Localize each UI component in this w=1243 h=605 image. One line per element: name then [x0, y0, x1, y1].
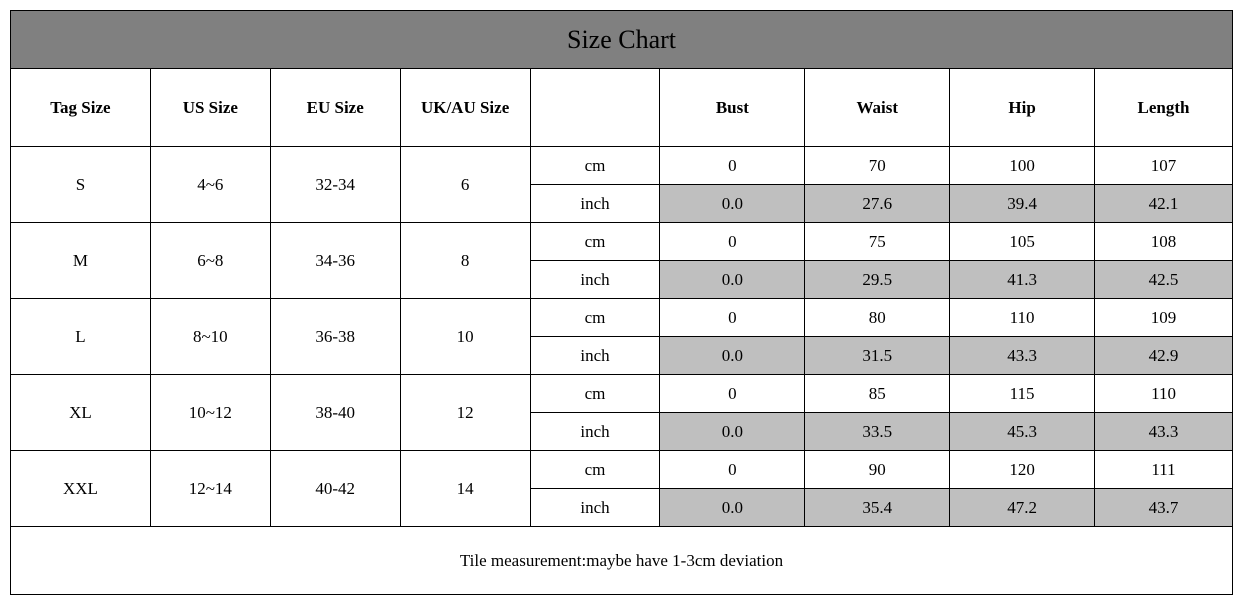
cell-waist: 27.6 — [805, 185, 950, 223]
cell-hip: 45.3 — [950, 413, 1095, 451]
table-row: L 8~10 36-38 10 cm 0 80 110 109 — [11, 299, 1233, 337]
header-length: Length — [1095, 69, 1233, 147]
header-uk: UK/AU Size — [400, 69, 530, 147]
cell-hip: 47.2 — [950, 489, 1095, 527]
cell-unit-inch: inch — [530, 413, 660, 451]
table-row: S 4~6 32-34 6 cm 0 70 100 107 — [11, 147, 1233, 185]
cell-length: 42.5 — [1095, 261, 1233, 299]
header-eu: EU Size — [270, 69, 400, 147]
cell-unit-cm: cm — [530, 223, 660, 261]
cell-waist: 70 — [805, 147, 950, 185]
cell-length: 107 — [1095, 147, 1233, 185]
cell-unit-cm: cm — [530, 147, 660, 185]
title-row: Size Chart — [11, 11, 1233, 69]
cell-hip: 105 — [950, 223, 1095, 261]
cell-bust: 0 — [660, 223, 805, 261]
cell-bust: 0 — [660, 375, 805, 413]
cell-hip: 115 — [950, 375, 1095, 413]
cell-length: 111 — [1095, 451, 1233, 489]
cell-unit-cm: cm — [530, 375, 660, 413]
header-bust: Bust — [660, 69, 805, 147]
cell-uk: 6 — [400, 147, 530, 223]
cell-waist: 85 — [805, 375, 950, 413]
table-row: M 6~8 34-36 8 cm 0 75 105 108 — [11, 223, 1233, 261]
cell-eu: 38-40 — [270, 375, 400, 451]
cell-tag: S — [11, 147, 151, 223]
cell-bust: 0 — [660, 451, 805, 489]
cell-bust: 0.0 — [660, 261, 805, 299]
cell-unit-inch: inch — [530, 185, 660, 223]
cell-us: 12~14 — [150, 451, 270, 527]
cell-uk: 14 — [400, 451, 530, 527]
cell-waist: 29.5 — [805, 261, 950, 299]
header-tag: Tag Size — [11, 69, 151, 147]
cell-unit-cm: cm — [530, 299, 660, 337]
header-row: Tag Size US Size EU Size UK/AU Size Bust… — [11, 69, 1233, 147]
cell-us: 6~8 — [150, 223, 270, 299]
cell-eu: 34-36 — [270, 223, 400, 299]
header-waist: Waist — [805, 69, 950, 147]
cell-bust: 0.0 — [660, 413, 805, 451]
footer-row: Tile measurement:maybe have 1-3cm deviat… — [11, 527, 1233, 595]
cell-length: 110 — [1095, 375, 1233, 413]
cell-hip: 120 — [950, 451, 1095, 489]
cell-length: 109 — [1095, 299, 1233, 337]
cell-waist: 35.4 — [805, 489, 950, 527]
cell-uk: 12 — [400, 375, 530, 451]
cell-hip: 41.3 — [950, 261, 1095, 299]
cell-length: 43.7 — [1095, 489, 1233, 527]
cell-bust: 0.0 — [660, 185, 805, 223]
cell-bust: 0 — [660, 147, 805, 185]
cell-length: 42.1 — [1095, 185, 1233, 223]
cell-waist: 31.5 — [805, 337, 950, 375]
cell-uk: 10 — [400, 299, 530, 375]
cell-unit-inch: inch — [530, 261, 660, 299]
cell-tag: XL — [11, 375, 151, 451]
cell-bust: 0.0 — [660, 337, 805, 375]
header-hip: Hip — [950, 69, 1095, 147]
chart-title: Size Chart — [11, 11, 1233, 69]
cell-waist: 75 — [805, 223, 950, 261]
cell-length: 43.3 — [1095, 413, 1233, 451]
table-row: XL 10~12 38-40 12 cm 0 85 115 110 — [11, 375, 1233, 413]
cell-unit-cm: cm — [530, 451, 660, 489]
cell-hip: 110 — [950, 299, 1095, 337]
cell-unit-inch: inch — [530, 489, 660, 527]
cell-hip: 100 — [950, 147, 1095, 185]
cell-length: 108 — [1095, 223, 1233, 261]
size-chart-table: Size Chart Tag Size US Size EU Size UK/A… — [10, 10, 1233, 595]
cell-waist: 90 — [805, 451, 950, 489]
cell-hip: 39.4 — [950, 185, 1095, 223]
cell-us: 8~10 — [150, 299, 270, 375]
table-row: XXL 12~14 40-42 14 cm 0 90 120 111 — [11, 451, 1233, 489]
cell-hip: 43.3 — [950, 337, 1095, 375]
cell-tag: M — [11, 223, 151, 299]
cell-bust: 0.0 — [660, 489, 805, 527]
cell-eu: 40-42 — [270, 451, 400, 527]
cell-uk: 8 — [400, 223, 530, 299]
cell-unit-inch: inch — [530, 337, 660, 375]
cell-waist: 33.5 — [805, 413, 950, 451]
cell-us: 4~6 — [150, 147, 270, 223]
footer-note: Tile measurement:maybe have 1-3cm deviat… — [11, 527, 1233, 595]
cell-eu: 32-34 — [270, 147, 400, 223]
header-unit — [530, 69, 660, 147]
cell-tag: XXL — [11, 451, 151, 527]
cell-waist: 80 — [805, 299, 950, 337]
cell-tag: L — [11, 299, 151, 375]
header-us: US Size — [150, 69, 270, 147]
cell-bust: 0 — [660, 299, 805, 337]
cell-length: 42.9 — [1095, 337, 1233, 375]
cell-eu: 36-38 — [270, 299, 400, 375]
cell-us: 10~12 — [150, 375, 270, 451]
